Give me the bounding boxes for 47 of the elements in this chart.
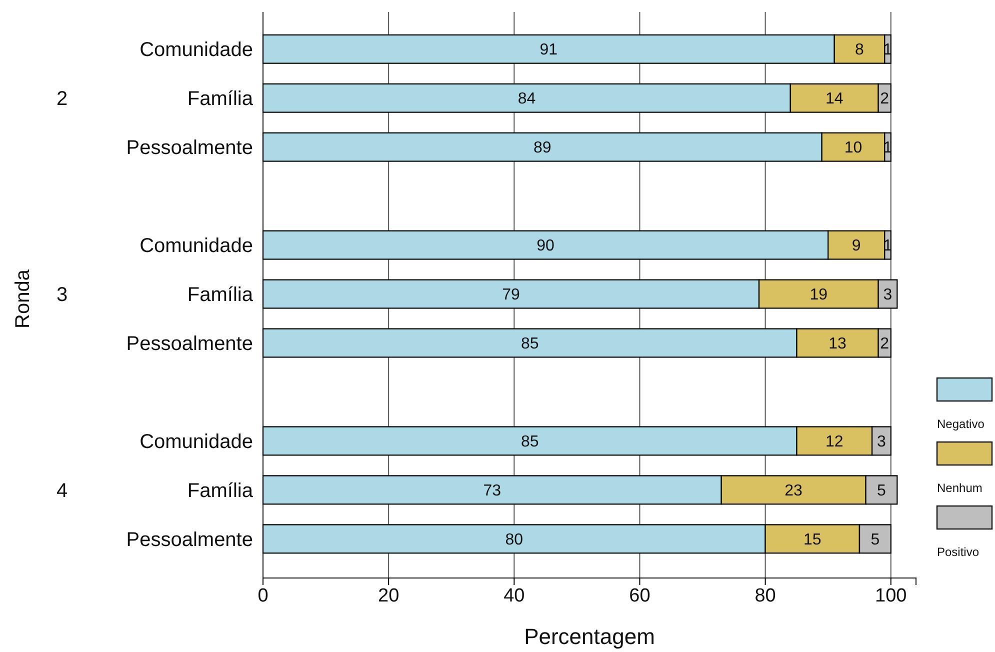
data-label: 14 [825, 90, 844, 108]
text: 2 [56, 88, 68, 110]
x-tick-label: 40 [504, 585, 525, 606]
data-label: 10 [844, 140, 862, 157]
y-tick-label: Comunidade [140, 39, 253, 62]
text: Negativo [937, 417, 985, 431]
y-tick-label: Pessoalmente [126, 528, 253, 551]
data-label: 79 [502, 286, 520, 304]
data-label: 5 [870, 532, 880, 548]
text: 3 [56, 284, 68, 306]
y-tick-label: Família [187, 480, 254, 502]
data-label: 80 [505, 532, 524, 548]
data-label: 19 [810, 286, 828, 304]
y-tick-label: Família [187, 284, 254, 306]
data-label: 73 [483, 482, 502, 500]
y-tick-label: Pessoalmente [126, 332, 253, 355]
data-label: 8 [855, 42, 864, 59]
x-tick-label: 80 [754, 585, 776, 606]
x-tick-label: 0 [258, 585, 268, 606]
data-label: 2 [880, 336, 890, 353]
data-label: 3 [877, 434, 886, 451]
x-tick-label: 60 [629, 585, 650, 606]
data-label: 13 [828, 336, 847, 353]
text: Nenhum [937, 481, 982, 495]
text: 4 [56, 480, 68, 502]
data-label: 90 [536, 238, 555, 255]
y-tick-label: Família [187, 88, 254, 110]
data-label: 3 [883, 286, 892, 304]
data-label: 5 [877, 482, 886, 500]
text: Positivo [937, 545, 980, 559]
x-tick-label: 100 [875, 585, 907, 606]
y-tick-label: Comunidade [140, 235, 253, 258]
data-label: 12 [825, 434, 844, 451]
data-label: 2 [880, 90, 890, 108]
data-label: 9 [852, 238, 861, 255]
data-label: 85 [520, 434, 539, 451]
data-label: 15 [804, 532, 822, 548]
data-label: 23 [784, 482, 803, 500]
data-label: 85 [520, 336, 539, 353]
data-label: 84 [518, 90, 536, 108]
data-label: 91 [540, 42, 558, 59]
y-tick-label: Pessoalmente [126, 137, 253, 160]
data-label: 89 [534, 140, 552, 157]
y-tick-label: Comunidade [140, 430, 253, 453]
y-axis-title: Ronda [12, 268, 34, 328]
x-tick-label: 20 [378, 585, 400, 606]
x-axis-title: Percentagem [524, 624, 655, 649]
